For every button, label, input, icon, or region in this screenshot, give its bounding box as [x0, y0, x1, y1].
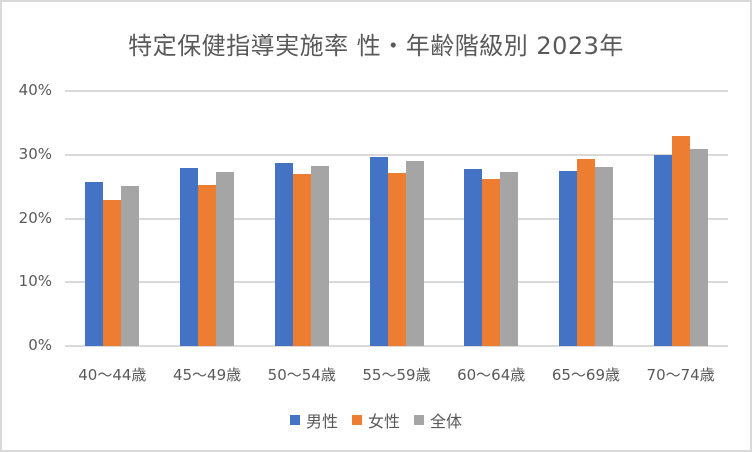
bar-3[interactable] [689, 149, 708, 346]
bar-2[interactable] [482, 178, 501, 346]
bar-3[interactable] [594, 166, 613, 346]
bar-1[interactable] [464, 168, 483, 346]
bar-3[interactable] [405, 161, 424, 346]
y-tick-label: 20% [18, 208, 52, 227]
bar-1[interactable] [274, 163, 293, 346]
bar-1[interactable] [653, 155, 672, 346]
legend: 男性 女性 全体 [2, 408, 750, 432]
gridline [65, 345, 728, 347]
bar-2[interactable] [387, 173, 406, 346]
x-tick-label: 65〜69歳 [551, 366, 620, 384]
bar-2[interactable] [198, 184, 217, 346]
bar-3[interactable] [310, 166, 329, 346]
bar-1[interactable] [558, 170, 577, 346]
x-tick-label: 40〜44歳 [78, 366, 147, 384]
y-tick-label: 40% [18, 81, 52, 99]
legend-label: 男性 [305, 412, 338, 431]
bar-1[interactable] [85, 182, 104, 346]
y-tick-label: 10% [18, 272, 52, 291]
bar-3[interactable] [121, 185, 140, 346]
y-tick-label: 30% [18, 144, 52, 163]
bar-2[interactable] [576, 159, 595, 346]
x-tick-label: 55〜59歳 [362, 366, 431, 384]
legend-swatch-icon [351, 415, 362, 425]
legend-item[interactable]: 女性 [351, 408, 400, 432]
legend-swatch-icon [289, 415, 300, 425]
legend-item[interactable]: 全体 [414, 408, 462, 432]
bar-3[interactable] [500, 171, 519, 346]
bar-2[interactable] [103, 200, 122, 346]
gridline [65, 153, 728, 156]
bar-2[interactable] [671, 135, 690, 346]
bar-2[interactable] [292, 173, 311, 346]
legend-item[interactable]: 男性 [289, 408, 338, 432]
x-tick-label: 70〜74歳 [646, 366, 715, 384]
bar-1[interactable] [180, 168, 199, 346]
x-tick-label: 50〜54歳 [267, 366, 336, 384]
bar-1[interactable] [369, 157, 388, 346]
gridline [65, 90, 728, 92]
legend-label: 女性 [367, 412, 400, 431]
legend-label: 全体 [430, 412, 463, 431]
chart-title: 特定保健指導実施率 性・年齢階級別 2023年 [128, 32, 624, 60]
bar-3[interactable] [216, 171, 235, 346]
x-tick-label: 60〜64歳 [457, 366, 526, 384]
x-tick-label: 45〜49歳 [172, 366, 242, 384]
y-tick-label: 0% [28, 336, 52, 354]
legend-swatch-icon [414, 415, 424, 425]
